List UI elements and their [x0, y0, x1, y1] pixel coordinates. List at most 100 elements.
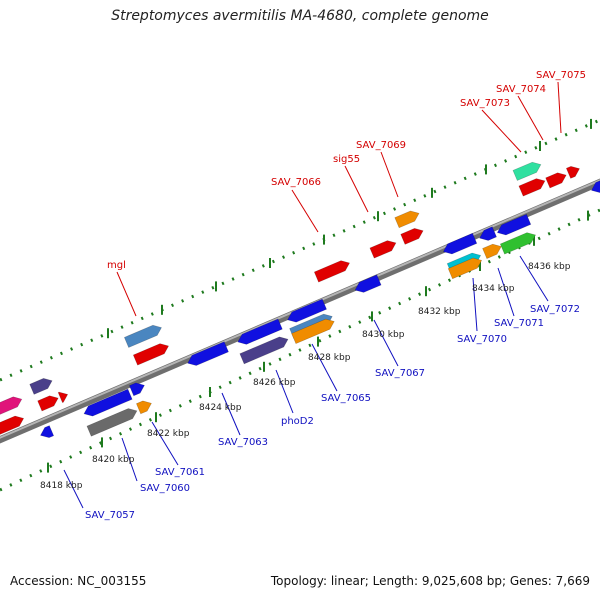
ruler-lines [0, 118, 600, 492]
gene-arrow [518, 178, 546, 197]
gene-arrow-shape [237, 318, 283, 345]
gene-label-top[interactable]: SAV_7073 [460, 98, 510, 109]
label-leader-line [472, 277, 478, 332]
gene-arrow-shape [37, 395, 59, 412]
gene-arrow [313, 260, 351, 283]
label-leader-line [63, 469, 84, 509]
gene-arrow-shape [442, 232, 478, 255]
feature-track [0, 161, 600, 438]
gene-arrow [369, 240, 397, 259]
gene-arrow [86, 408, 138, 437]
gene-arrow [0, 396, 23, 417]
gene-arrow-shape [132, 343, 170, 366]
gene-arrow [442, 232, 478, 255]
gene-arrow [499, 232, 537, 255]
gene-arrow-shape [496, 213, 532, 236]
gene-arrow-shape [499, 232, 537, 255]
tick-label: 8420 kbp [92, 455, 135, 465]
label-leader-line [291, 189, 319, 233]
gene-label-bottom[interactable]: phoD2 [281, 416, 314, 427]
tick-label: 8424 kbp [199, 403, 242, 413]
gene-arrow-shape [591, 180, 600, 193]
genome-summary-text: Topology: linear; Length: 9,025,608 bp; … [270, 574, 590, 588]
gene-arrow [123, 324, 162, 348]
gene-arrow-shape [86, 408, 138, 437]
label-leader-line [275, 369, 294, 414]
gene-arrow-shape [0, 396, 23, 417]
gene-label-top[interactable]: SAV_7075 [536, 70, 586, 81]
gene-arrow [57, 391, 69, 404]
label-leader-line [221, 392, 241, 436]
gene-arrow-shape [400, 228, 424, 245]
accession-text: Accession: NC_003155 [10, 574, 147, 588]
gene-label-bottom[interactable]: SAV_7067 [375, 368, 425, 379]
gene-label-bottom[interactable]: SAV_7070 [457, 334, 507, 345]
gene-arrow [239, 336, 289, 365]
gene-arrow-shape [40, 425, 55, 438]
tick-label: 8422 kbp [147, 429, 190, 439]
label-leaders [63, 81, 562, 509]
gene-arrow-shape [136, 400, 152, 415]
gene-arrow-shape [123, 324, 162, 348]
label-leader-line [380, 151, 399, 198]
gene-arrow [129, 382, 145, 397]
gene-arrow [0, 415, 25, 438]
gene-arrow-shape [394, 210, 420, 229]
gene-label-bottom[interactable]: SAV_7060 [140, 483, 190, 494]
gene-arrow-shape [482, 243, 502, 259]
gene-arrow [291, 318, 335, 345]
label-leader-line [121, 437, 138, 482]
gene-arrow-shape [518, 178, 546, 197]
map-title: Streptomyces avermitilis MA-4680, comple… [111, 8, 489, 24]
gene-arrow [479, 226, 497, 241]
gene-label-top[interactable]: SAV_7066 [271, 177, 321, 188]
gene-label-bottom[interactable]: SAV_7061 [155, 467, 205, 478]
gene-arrow-shape [287, 298, 327, 323]
gene-arrow-shape [291, 318, 335, 345]
gene-arrow-shape [0, 415, 25, 438]
gene-label-bottom[interactable]: SAV_7072 [530, 304, 580, 315]
gene-arrow [565, 166, 580, 179]
ruler-dots [0, 208, 600, 492]
tick-label: 8428 kbp [308, 353, 351, 363]
gene-arrow [136, 400, 152, 415]
tick-label: 8418 kbp [40, 481, 83, 491]
gene-label-top[interactable]: SAV_7074 [496, 84, 546, 95]
label-leader-line [481, 109, 522, 153]
label-leader-line [517, 95, 544, 141]
gene-arrow-shape [83, 388, 133, 417]
gene-arrow [40, 425, 55, 438]
gene-label-bottom[interactable]: SAV_7065 [321, 393, 371, 404]
gene-arrow-shape [29, 378, 53, 395]
gene-arrow [237, 318, 283, 345]
gene-arrow [591, 180, 600, 193]
gene-arrow-shape [369, 240, 397, 259]
gene-arrow [354, 274, 382, 293]
gene-arrow [447, 257, 483, 280]
tick-label: 8430 kbp [362, 330, 405, 340]
gene-arrow [83, 388, 133, 417]
label-leader-line [557, 81, 562, 134]
tick-label: 8434 kbp [472, 284, 515, 294]
tick-label: 8436 kbp [528, 262, 571, 272]
gene-arrow [132, 343, 170, 366]
gene-arrow-shape [565, 166, 580, 179]
gene-label-top[interactable]: sig55 [333, 154, 360, 165]
gene-label-top[interactable]: SAV_7069 [356, 140, 406, 151]
gene-arrow [545, 172, 567, 189]
gene-arrow [187, 341, 229, 366]
gene-arrow-shape [239, 336, 289, 365]
gene-label-bottom[interactable]: SAV_7071 [494, 318, 544, 329]
gene-arrow [287, 298, 327, 323]
gene-label-bottom[interactable]: SAV_7057 [85, 510, 135, 521]
gene-arrow-shape [354, 274, 382, 293]
gene-label-top[interactable]: mgl [107, 260, 126, 271]
gene-arrow-shape [129, 382, 145, 397]
gene-label-bottom[interactable]: SAV_7063 [218, 437, 268, 448]
gene-arrow [394, 210, 420, 229]
label-leader-line [519, 255, 549, 302]
label-leader-line [151, 421, 179, 466]
gene-arrow-shape [313, 260, 351, 283]
